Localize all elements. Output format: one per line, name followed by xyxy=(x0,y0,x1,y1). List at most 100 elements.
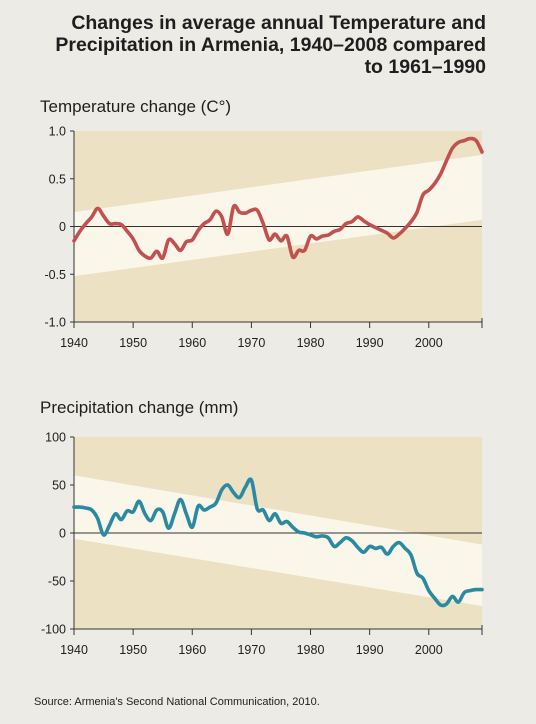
temperature-data-point xyxy=(268,239,270,241)
temperature-data-point xyxy=(209,219,211,221)
temperature-data-point xyxy=(215,210,217,212)
precipitation-data-point xyxy=(398,541,400,543)
precipitation-data-point xyxy=(79,506,81,508)
temperature-data-point xyxy=(327,234,329,236)
precipitation-data-point xyxy=(422,577,424,579)
temperature-data-point xyxy=(274,233,276,235)
temperature-data-point xyxy=(303,249,305,251)
precipitation-data-point xyxy=(303,532,305,534)
temperature-data-point xyxy=(463,139,465,141)
temperature-x-tick-label: 1970 xyxy=(237,336,265,350)
temperature-data-point xyxy=(380,229,382,231)
temperature-x-tick-label: 1990 xyxy=(356,336,384,350)
precipitation-data-point xyxy=(144,513,146,515)
precipitation-data-point xyxy=(138,500,140,502)
precipitation-data-point xyxy=(185,513,187,515)
temperature-data-point xyxy=(150,257,152,259)
temperature-data-point xyxy=(451,147,453,149)
temperature-data-point xyxy=(309,235,311,237)
temperature-data-point xyxy=(439,173,441,175)
temperature-data-point xyxy=(333,230,335,232)
precipitation-data-point xyxy=(203,509,205,511)
temperature-data-point xyxy=(262,222,264,224)
temperature-y-tick-label: -1.0 xyxy=(44,316,66,330)
temperature-data-point xyxy=(386,232,388,234)
temperature-data-point xyxy=(227,233,229,235)
temperature-series-line xyxy=(72,136,484,261)
chart-main-title: Changes in average annual Temperature an… xyxy=(16,12,486,78)
precipitation-y-tick-label: 50 xyxy=(52,479,66,493)
temperature-data-point xyxy=(173,242,175,244)
precipitation-data-point xyxy=(114,513,116,515)
precipitation-data-point xyxy=(120,518,122,520)
precipitation-data-point xyxy=(404,547,406,549)
temperature-data-point xyxy=(250,209,252,211)
precipitation-data-point xyxy=(102,534,104,536)
precipitation-data-point xyxy=(126,510,128,512)
precipitation-data-point xyxy=(167,527,169,529)
temperature-data-point xyxy=(79,230,81,232)
temperature-data-point xyxy=(292,256,294,258)
precipitation-data-point xyxy=(309,534,311,536)
precipitation-y-tick-label: 0 xyxy=(59,527,66,541)
temperature-y-tick-label: 0 xyxy=(59,220,66,234)
temperature-data-point xyxy=(114,222,116,224)
precipitation-data-point xyxy=(386,553,388,555)
temperature-data-point xyxy=(203,222,205,224)
precipitation-data-point xyxy=(238,496,240,498)
precipitation-data-point xyxy=(292,526,294,528)
temperature-data-point xyxy=(457,141,459,143)
precipitation-x-tick-label: 1970 xyxy=(237,643,265,657)
temperature-data-point xyxy=(339,228,341,230)
temperature-data-point xyxy=(156,250,158,252)
precipitation-data-point xyxy=(221,489,223,491)
precipitation-x-tick-label: 1980 xyxy=(297,643,325,657)
temperature-data-point xyxy=(197,229,199,231)
precipitation-x-tick-label: 1990 xyxy=(356,643,384,657)
temperature-data-point xyxy=(185,241,187,243)
precipitation-data-point xyxy=(451,595,453,597)
precipitation-data-point xyxy=(197,505,199,507)
precipitation-data-point xyxy=(339,541,341,543)
precipitation-data-point xyxy=(363,551,365,553)
temperature-data-point xyxy=(256,209,258,211)
temperature-data-point xyxy=(445,159,447,161)
temperature-data-point xyxy=(91,216,93,218)
temperature-data-point xyxy=(428,189,430,191)
temperature-data-point xyxy=(297,249,299,251)
precipitation-data-point xyxy=(380,546,382,548)
precipitation-data-point xyxy=(315,536,317,538)
precipitation-data-point xyxy=(85,507,87,509)
temperature-x-tick-label: 1960 xyxy=(178,336,206,350)
temperature-data-point xyxy=(126,230,128,232)
precipitation-data-point xyxy=(227,484,229,486)
temperature-data-point xyxy=(345,222,347,224)
precipitation-data-point xyxy=(410,554,412,556)
temperature-y-tick-label: -0.5 xyxy=(44,268,66,282)
temperature-data-point xyxy=(191,239,193,241)
precipitation-data-point xyxy=(469,589,471,591)
precipitation-data-point xyxy=(268,519,270,521)
title-line-2: Precipitation in Armenia, 1940–2008 comp… xyxy=(55,34,486,56)
source-note: Source: Armenia's Second National Commun… xyxy=(34,696,320,708)
temperature-data-point xyxy=(374,226,376,228)
temperature-x-tick-label: 2000 xyxy=(415,336,443,350)
precipitation-data-point xyxy=(232,491,234,493)
precipitation-series-line xyxy=(72,477,484,608)
precipitation-data-point xyxy=(327,537,329,539)
precipitation-data-point xyxy=(132,511,134,513)
temperature-data-point xyxy=(120,223,122,225)
precipitation-data-point xyxy=(91,509,93,511)
temperature-data-point xyxy=(138,249,140,251)
precipitation-y-tick-label: -50 xyxy=(48,575,66,589)
precipitation-data-point xyxy=(161,511,163,513)
precipitation-data-point xyxy=(150,519,152,521)
precipitation-x-tick-label: 1950 xyxy=(119,643,147,657)
temperature-data-point xyxy=(96,207,98,209)
precipitation-data-point xyxy=(250,479,252,481)
precipitation-x-tick-label: 2000 xyxy=(415,643,443,657)
temperature-data-point xyxy=(161,257,163,259)
temperature-data-point xyxy=(469,137,471,139)
precipitation-data-point xyxy=(191,526,193,528)
title-line-1: Changes in average annual Temperature an… xyxy=(71,12,486,34)
